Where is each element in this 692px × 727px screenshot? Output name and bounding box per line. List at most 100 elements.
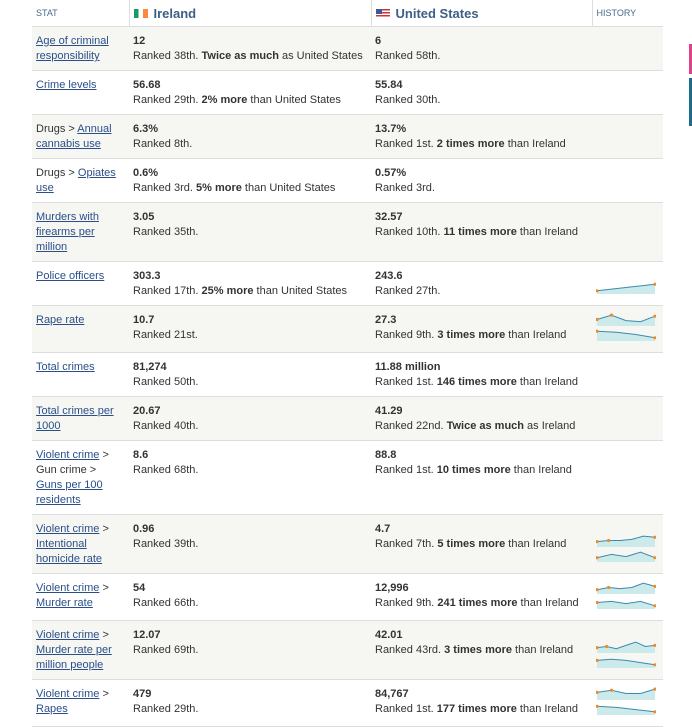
rank-text: Ranked 27th.: [375, 285, 441, 297]
stat-cell: Crime levels: [32, 70, 129, 115]
stat-link[interactable]: Violent crime: [36, 582, 100, 594]
ireland-cell: 81,274 Ranked 50th.: [129, 352, 371, 397]
history-sparkline[interactable]: [595, 687, 657, 717]
history-cell: [592, 261, 663, 306]
rank-text: Ranked 30th.: [375, 94, 441, 106]
sparkline-point: [595, 690, 599, 694]
table-row: Murders with firearms per million 3.05 Ran…: [32, 202, 663, 262]
stat-link[interactable]: Violent crime: [36, 523, 100, 535]
ireland-cell: 6.3% Ranked 8th.: [129, 114, 371, 159]
ireland-cell: 3.05 Ranked 35th.: [129, 202, 371, 262]
sparkline-area: [597, 536, 655, 547]
history-sparkline[interactable]: [595, 534, 657, 564]
stat-link[interactable]: Annual cannabis use: [36, 123, 112, 150]
history-sparkline[interactable]: [595, 640, 657, 670]
history-sparkline[interactable]: [595, 281, 657, 296]
stat-link[interactable]: Murders with firearms per million: [36, 211, 99, 253]
stat-category: > Gun crime >: [36, 449, 109, 476]
sparkline-point: [595, 329, 599, 333]
rank-text: Ranked 21st.: [133, 329, 198, 341]
stat-link[interactable]: Crime levels: [36, 79, 97, 91]
sparkline: [596, 330, 656, 339]
rank-text: Ranked 38th. Twice as much as United Sta…: [133, 50, 363, 62]
sparkline-point: [595, 646, 599, 650]
us-flag-icon: [375, 8, 390, 18]
ireland-cell: 54 Ranked 66th.: [129, 573, 371, 621]
sparkline-point: [653, 643, 657, 647]
sparkline-point: [607, 585, 611, 590]
sparkline-point: [605, 644, 609, 649]
stat-category: >: [99, 523, 109, 535]
table-row: Violent crime > Rapes 479 Ranked 29th. 84,7…: [32, 679, 663, 727]
stat-link[interactable]: Total crimes: [36, 361, 95, 373]
ireland-cell: 479 Ranked 29th.: [129, 679, 371, 727]
rank-text: Ranked 50th.: [133, 376, 199, 388]
stat-link[interactable]: Rape rate: [36, 314, 85, 326]
value: 6: [375, 35, 382, 47]
value: 42.01: [375, 629, 403, 641]
sparkline-area: [597, 284, 655, 294]
table-row: Violent crime > Intentional homicide rat…: [32, 514, 663, 574]
value: 479: [133, 688, 152, 700]
rank-text: Ranked 8th.: [133, 138, 193, 150]
us-cell: 88.8 Ranked 1st. 10 times more than Irela…: [371, 440, 592, 515]
value: 88.8: [375, 449, 397, 461]
sparkline-point: [595, 289, 599, 293]
stat-link[interactable]: Intentional homicide rate: [36, 538, 103, 565]
history-sparkline[interactable]: [595, 313, 657, 343]
us-cell: 42.01 Ranked 43rd. 3 times more than Irel…: [371, 620, 592, 680]
stat-link[interactable]: Police officers: [36, 270, 105, 282]
table-row: Rape rate 10.7 Ranked 21st. 27.3 Ranked 9th.…: [32, 305, 663, 353]
stat-link[interactable]: Total crimes per 1000: [36, 405, 114, 432]
history-cell: [592, 305, 663, 353]
stat-link[interactable]: Violent crime: [36, 688, 100, 700]
rank-text: Ranked 40th.: [133, 420, 199, 432]
rank-text: Ranked 1st. 177 times more than Ireland: [375, 703, 579, 715]
col-united-states[interactable]: United States: [370, 0, 592, 27]
stat-link[interactable]: Age of criminal responsibility: [36, 35, 109, 62]
value: 12.07: [133, 629, 161, 641]
history-sparkline[interactable]: [595, 581, 657, 611]
col-ireland[interactable]: Ireland: [128, 0, 371, 27]
sparkline-area: [597, 315, 655, 326]
table-row: Total crimes 81,274 Ranked 50th. 11.88 mill…: [32, 352, 663, 397]
rank-text: Ranked 17th. 25% more than United States: [133, 285, 348, 297]
rank-text: Ranked 10th. 11 times more than Ireland: [375, 226, 579, 238]
stat-category: >: [99, 582, 109, 594]
stat-link[interactable]: Murder rate per million people: [36, 644, 112, 671]
rank-text: Ranked 1st. 10 times more than Ireland: [375, 464, 572, 476]
history-cell: [592, 352, 663, 397]
us-cell: 55.84 Ranked 30th.: [371, 70, 592, 115]
sparkline-point: [653, 336, 657, 340]
ireland-cell: 12 Ranked 38th. Twice as much as United S…: [129, 26, 371, 71]
stat-cell: Age of criminal responsibility: [32, 26, 129, 71]
us-cell: 27.3 Ranked 9th. 3 times more than Irelan…: [371, 305, 592, 353]
sparkline-point: [595, 556, 599, 560]
us-cell: 11.88 million Ranked 1st. 146 times more …: [371, 352, 592, 397]
sparkline-area: [597, 659, 655, 668]
sparkline-area: [597, 601, 655, 609]
value: 3.05: [133, 211, 155, 223]
sparkline-point: [653, 604, 657, 608]
us-cell: 13.7% Ranked 1st. 2 times more than Irela…: [371, 114, 592, 159]
value: 6.3%: [133, 123, 159, 135]
sparkline-point: [595, 588, 599, 592]
stat-link[interactable]: Violent crime: [36, 629, 100, 641]
sparkline-point: [609, 313, 614, 317]
country-name: United States: [395, 5, 479, 21]
sparkline-point: [653, 282, 657, 286]
value: 4.7: [375, 523, 391, 535]
stat-link[interactable]: Violent crime: [36, 449, 100, 461]
ireland-flag-icon: [133, 8, 148, 18]
sparkline-point: [653, 535, 657, 539]
stat-cell: Violent crime > Murder rate per million …: [32, 620, 129, 680]
sparkline-point: [595, 317, 599, 322]
stat-link[interactable]: Opiates use: [36, 167, 116, 194]
sparkline-area: [597, 331, 655, 341]
stat-link[interactable]: Guns per 100 residents: [36, 479, 103, 506]
ireland-cell: 8.6 Ranked 68th.: [129, 440, 371, 515]
stat-cell: Rape rate: [32, 305, 129, 353]
stat-link[interactable]: Rapes: [36, 703, 68, 715]
stat-link[interactable]: Murder rate: [36, 597, 93, 609]
us-cell: 41.29 Ranked 22nd. Twice as much as Irela…: [371, 396, 592, 441]
